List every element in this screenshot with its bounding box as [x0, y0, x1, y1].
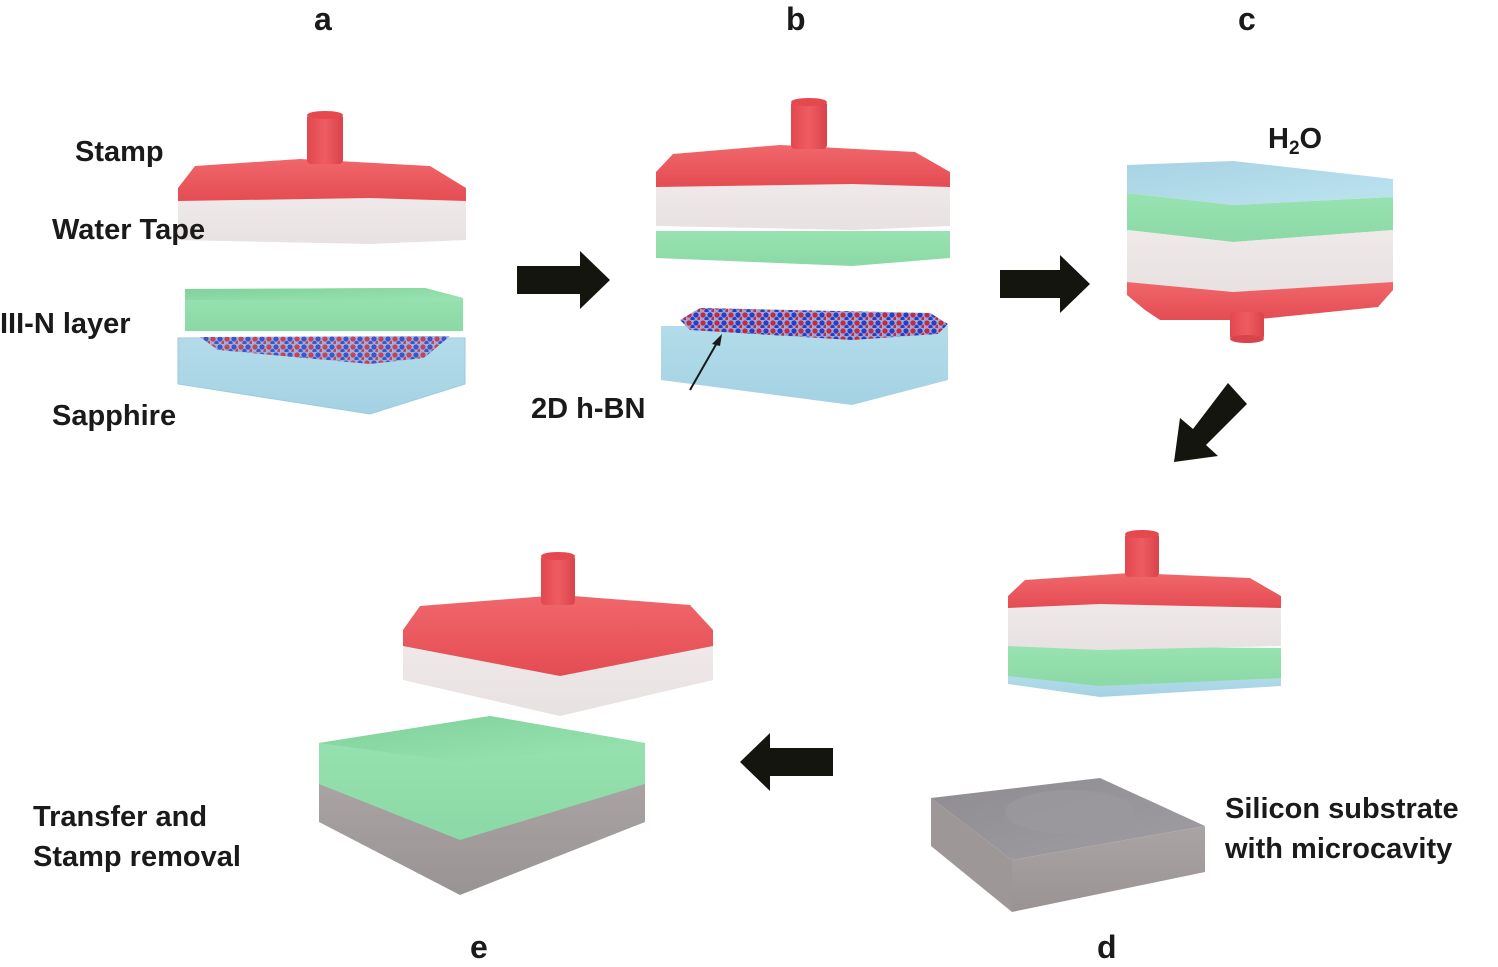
label-iii-n-layer: III-N layer: [0, 308, 131, 340]
silicon-substrate: [931, 778, 1205, 912]
panel-letter-a: a: [314, 1, 332, 37]
water-tape-b: [656, 183, 950, 230]
label-stamp: Stamp: [75, 136, 164, 168]
panel-letter-d: d: [1097, 929, 1117, 965]
h2o-o: O: [1300, 123, 1323, 155]
label-silicon-line1: Silicon substrate: [1225, 793, 1459, 825]
label-transfer-line1: Transfer and: [33, 801, 207, 833]
panel-letter-b: b: [786, 1, 806, 37]
label-transfer-line2: Stamp removal: [33, 841, 241, 873]
water-tape-a: [178, 197, 466, 244]
panel-letter-c: c: [1238, 1, 1256, 37]
panel-a: a Stamp Water Tape III-N layer Sapphire: [0, 1, 466, 432]
iii-n-layer-e: [319, 716, 645, 840]
arrow-d-to-e: [740, 733, 833, 791]
arrow-c-to-d: [1174, 383, 1247, 462]
iii-n-layer-a: [185, 288, 463, 331]
water-layer-c: [1127, 161, 1393, 205]
arrow-b-to-c: [1000, 255, 1090, 313]
iii-n-layer-b: [656, 231, 950, 266]
stamp-e: [403, 552, 713, 676]
microcavity: [1005, 790, 1135, 834]
panel-b: b 2D h-BN: [531, 1, 950, 425]
stamp-b: [656, 98, 950, 187]
panel-c: c H2O: [1127, 1, 1393, 343]
h2o-subscript: 2: [1289, 138, 1300, 159]
water-tape-d: [1008, 604, 1281, 650]
panel-e: e Transfer and Stamp removal: [33, 552, 713, 965]
panel-letter-e: e: [470, 929, 488, 965]
h2o-h: H: [1268, 123, 1289, 155]
stamp-d: [1008, 530, 1281, 608]
water-tape-c: [1127, 230, 1393, 292]
hbn-layer-b: [680, 308, 948, 340]
label-silicon-line2: with microcavity: [1224, 833, 1452, 865]
label-water-tape: Water Tape: [52, 214, 205, 246]
hbn-layer-a: [200, 336, 450, 364]
sapphire-substrate-b: [661, 326, 948, 405]
stamp-c: [1127, 282, 1393, 343]
panel-d: d Silicon substrate with microcavity: [931, 530, 1459, 965]
iii-n-layer-d: [1008, 646, 1281, 686]
iii-n-layer-c: [1127, 193, 1393, 242]
hbn-pointer-head: [712, 334, 722, 346]
label-hbn: 2D h-BN: [531, 393, 645, 425]
hbn-pointer: [689, 340, 719, 391]
arrow-a-to-b: [517, 251, 610, 309]
stamp-a: [178, 111, 466, 201]
label-sapphire: Sapphire: [52, 400, 176, 432]
label-h2o: H2O: [1268, 123, 1322, 159]
